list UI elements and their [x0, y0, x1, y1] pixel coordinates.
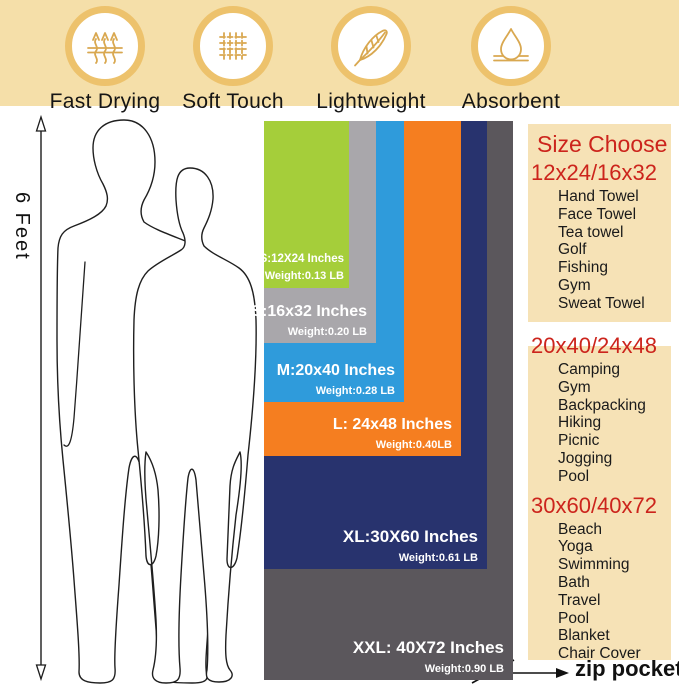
- feature-label: Lightweight: [316, 90, 426, 113]
- towel-xxl-weight: Weight:0.90 LB: [424, 663, 504, 675]
- use-item: Pool: [558, 609, 590, 627]
- use-item: Bath: [558, 573, 590, 591]
- feature-label: Fast Drying: [49, 90, 161, 113]
- feature-absorbent: Absorbent: [441, 6, 581, 114]
- size-group-small: Size Choose 12x24/16x32 Hand Towel Face …: [528, 124, 671, 322]
- water-drop-icon: [493, 28, 529, 62]
- towel-size-stack: XXL: 40X72 Inches Weight:0.90 LB XL:30X6…: [251, 121, 513, 680]
- towel-xs: XS:12X24 Inches Weight:0.13 LB: [252, 121, 349, 288]
- use-item: Fishing: [558, 259, 608, 277]
- height-scale-arrow: [35, 114, 47, 682]
- use-item: Picnic: [558, 432, 600, 450]
- use-item: Pool: [558, 467, 590, 485]
- icon-circle: [65, 6, 145, 86]
- towel-l-label: L: 24x48 Inches Weight:0.40LB: [333, 416, 452, 451]
- icon-circle: [331, 6, 411, 86]
- female-outline: [132, 167, 257, 684]
- feature-label: Soft Touch: [182, 90, 284, 113]
- use-item: Hand Towel: [558, 188, 639, 205]
- feather-icon: [354, 29, 388, 67]
- zip-pocket-label: zip pocket: [575, 656, 679, 681]
- use-item: Tea towel: [558, 223, 624, 241]
- feature-lightweight: Lightweight: [301, 6, 441, 114]
- towel-m-weight: Weight:0.28 LB: [315, 385, 395, 397]
- male-arm-line: [63, 261, 86, 447]
- use-item: Chair Cover: [558, 645, 641, 663]
- use-item: Backpacking: [558, 396, 646, 414]
- towel-xs-label: XS:12X24 Inches Weight:0.13 LB: [252, 253, 344, 282]
- feature-label: Absorbent: [461, 90, 561, 113]
- use-item: Camping: [558, 361, 621, 378]
- feature-banner: Fast Drying Soft Touch: [0, 0, 679, 113]
- towel-xs-weight: Weight:0.13 LB: [264, 270, 344, 282]
- size-heading-30x60-40x72: 30x60/40x72: [531, 492, 657, 518]
- use-item: Travel: [558, 591, 601, 609]
- towel-xl-size: XL:30X60 Inches: [342, 527, 478, 546]
- use-item: Blanket: [558, 627, 610, 645]
- icon-circle: [471, 6, 551, 86]
- size-heading-20x40-24x48: 20x40/24x48: [531, 333, 657, 358]
- towel-m-label: M:20x40 Inches Weight:0.28 LB: [277, 362, 395, 397]
- sidebar-title: Size Choose: [537, 131, 668, 157]
- towel-xl-label: XL:30X60 Inches Weight:0.61 LB: [343, 527, 478, 564]
- towel-xxl-size: XXL: 40X72 Inches: [352, 638, 504, 657]
- use-item: Gym: [558, 378, 591, 396]
- size-group-medium-large: 20x40/24x48 Camping Gym Backpacking Hiki…: [528, 333, 671, 663]
- towel-s-label: S:16x32 Inches Weight:0.20 LB: [251, 303, 367, 338]
- use-item: Jogging: [558, 449, 613, 467]
- towel-m-size: M:20x40 Inches: [276, 362, 395, 379]
- towel-xxl-label: XXL: 40X72 Inches Weight:0.90 LB: [353, 638, 504, 675]
- steam-arrows-icon: [87, 32, 123, 64]
- size-heading-12x24-16x32: 12x24/16x32: [531, 160, 657, 185]
- towel-s-size: S:16x32 Inches: [251, 303, 367, 320]
- fabric-weave-icon: [219, 32, 247, 60]
- towel-l-weight: Weight:0.40LB: [375, 439, 452, 451]
- towel-xl-weight: Weight:0.61 LB: [398, 552, 478, 564]
- human-silhouettes: [56, 119, 257, 684]
- use-item: Yoga: [558, 538, 593, 556]
- feature-soft-touch: Soft Touch: [163, 6, 303, 114]
- feature-fast-drying: Fast Drying: [35, 6, 175, 114]
- use-item: Swimming: [558, 556, 630, 574]
- use-item: Hiking: [558, 414, 602, 432]
- use-item: Beach: [558, 520, 602, 538]
- towel-l-size: L: 24x48 Inches: [332, 416, 452, 433]
- icon-circle: [193, 6, 273, 86]
- use-item: Face Towel: [558, 205, 637, 223]
- towel-xs-size: XS:12X24 Inches: [251, 253, 344, 265]
- use-item: Golf: [558, 241, 587, 259]
- use-item: Gym: [558, 276, 591, 294]
- height-scale-label: 6 Feet: [11, 192, 33, 261]
- use-item: Sweat Towel: [558, 294, 645, 312]
- towel-s-weight: Weight:0.20 LB: [287, 326, 367, 338]
